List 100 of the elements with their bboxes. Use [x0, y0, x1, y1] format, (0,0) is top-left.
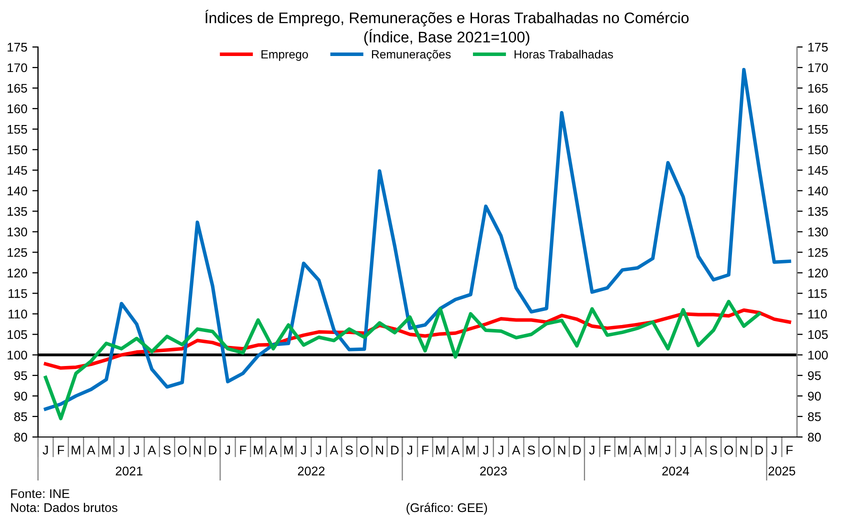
text: 2025: [768, 466, 796, 476]
x-tick-label: J: [771, 446, 776, 455]
text: Nota: Dados brutos: [11, 502, 118, 512]
x-tick-label: J: [224, 446, 230, 455]
y-tick-label: 150: [8, 145, 28, 154]
y2-tick-label: 100: [808, 350, 828, 360]
x-tick-label: D: [391, 446, 399, 454]
y-tick-label: 130: [8, 228, 28, 236]
x-tick-label: J: [482, 446, 488, 455]
x-tick-label: A: [451, 446, 460, 454]
x-tick-label: J: [300, 446, 306, 455]
x-tick-label: N: [740, 446, 748, 454]
x-tick-label: O: [724, 446, 733, 455]
x-tick-label: M: [284, 446, 293, 454]
x-tick-label: J: [406, 446, 412, 455]
y-tick-label: 160: [8, 104, 28, 114]
x-tick-label: S: [346, 446, 353, 455]
y-tick-label: 135: [8, 207, 28, 216]
y2-tick-label: 160: [808, 104, 828, 114]
x-tick-label: A: [330, 446, 338, 454]
text: 2024: [662, 466, 690, 476]
x-tick-label: J: [665, 446, 670, 455]
text: (Gráfico: GEE): [406, 502, 487, 515]
x-tick-label: M: [618, 446, 627, 454]
x-tick-label: F: [604, 446, 611, 454]
y2-tick-label: 145: [808, 166, 828, 175]
y-tick-label: 120: [8, 268, 28, 278]
x-tick-label: O: [542, 446, 551, 455]
chart-subtitle: (Índice, Base 2021=100): [364, 29, 530, 46]
legend-label: Emprego: [262, 50, 308, 61]
y2-tick-label: 95: [808, 371, 821, 380]
y2-tick-label: 90: [808, 392, 821, 401]
x-tick-label: F: [240, 446, 246, 454]
y2-tick-label: 170: [808, 63, 828, 72]
y-tick-label: 80: [14, 432, 28, 442]
x-tick-label: A: [694, 446, 702, 454]
y-tick-label: 175: [8, 42, 28, 52]
x-tick-label: M: [466, 446, 475, 454]
y-tick-label: 115: [8, 289, 28, 298]
y-tick-label: 100: [8, 350, 28, 360]
x-tick-label: F: [58, 446, 64, 454]
line-series: [44, 300, 761, 420]
y-tick-label: 155: [8, 125, 28, 134]
x-tick-label: A: [148, 446, 156, 454]
x-tick-label: S: [528, 446, 535, 455]
x-tick-label: F: [786, 446, 793, 454]
legend-label: Remunerações: [372, 50, 451, 61]
x-tick-label: J: [316, 446, 322, 455]
y2-tick-label: 110: [808, 310, 827, 318]
x-tick-label: J: [680, 446, 686, 455]
x-tick-label: D: [756, 446, 763, 454]
x-tick-label: M: [102, 446, 110, 454]
line-series: [44, 68, 792, 411]
x-tick-label: F: [422, 446, 428, 454]
y-tick-label: 140: [8, 186, 28, 196]
x-tick-label: M: [72, 446, 80, 454]
x-tick-label: J: [498, 446, 504, 455]
x-tick-label: D: [209, 446, 216, 454]
x-tick-label: N: [558, 446, 566, 454]
y-tick-label: 95: [14, 371, 28, 380]
x-tick-label: M: [436, 446, 444, 454]
x-tick-label: A: [269, 446, 278, 454]
x-tick-label: J: [134, 446, 139, 455]
x-tick-label: J: [589, 446, 594, 455]
x-tick-label: O: [178, 446, 186, 455]
text: 2022: [298, 466, 325, 476]
y2-tick-label: 105: [808, 330, 828, 340]
legend-label: Horas Trabalhadas: [514, 50, 613, 58]
y-tick-label: 110: [8, 310, 28, 318]
x-tick-label: A: [633, 446, 642, 454]
y-tick-label: 125: [8, 248, 28, 257]
text: 2021: [116, 466, 142, 476]
y-tick-label: 105: [8, 330, 28, 340]
y-tick-label: 85: [14, 412, 28, 422]
x-tick-label: D: [573, 446, 581, 454]
x-tick-label: N: [376, 446, 384, 454]
y-tick-label: 90: [14, 392, 28, 401]
x-tick-label: J: [118, 446, 124, 455]
y2-tick-label: 125: [808, 248, 828, 257]
text: 2023: [480, 466, 507, 476]
y2-tick-label: 165: [808, 84, 828, 93]
x-tick-label: M: [254, 446, 262, 454]
x-tick-label: S: [710, 446, 718, 455]
y2-tick-label: 155: [808, 125, 828, 134]
y2-tick-label: 135: [808, 207, 828, 216]
x-tick-label: M: [648, 446, 657, 454]
y2-tick-label: 85: [808, 412, 821, 422]
y2-tick-label: 120: [808, 268, 828, 278]
x-tick-label: J: [42, 446, 48, 455]
source-note: Fonte: INE: [11, 489, 70, 498]
y-tick-label: 165: [8, 84, 28, 93]
y2-tick-label: 140: [808, 186, 828, 196]
y2-tick-label: 130: [808, 228, 828, 236]
y2-tick-label: 175: [808, 42, 828, 52]
chart-title: Índices de Emprego, Remunerações e Horas Trabalhadas no Comércio: [205, 10, 689, 26]
y-tick-label: 170: [8, 63, 28, 72]
y2-tick-label: 115: [808, 289, 827, 298]
x-tick-label: N: [194, 446, 201, 454]
x-tick-label: O: [360, 446, 369, 455]
y2-tick-label: 150: [808, 145, 828, 154]
